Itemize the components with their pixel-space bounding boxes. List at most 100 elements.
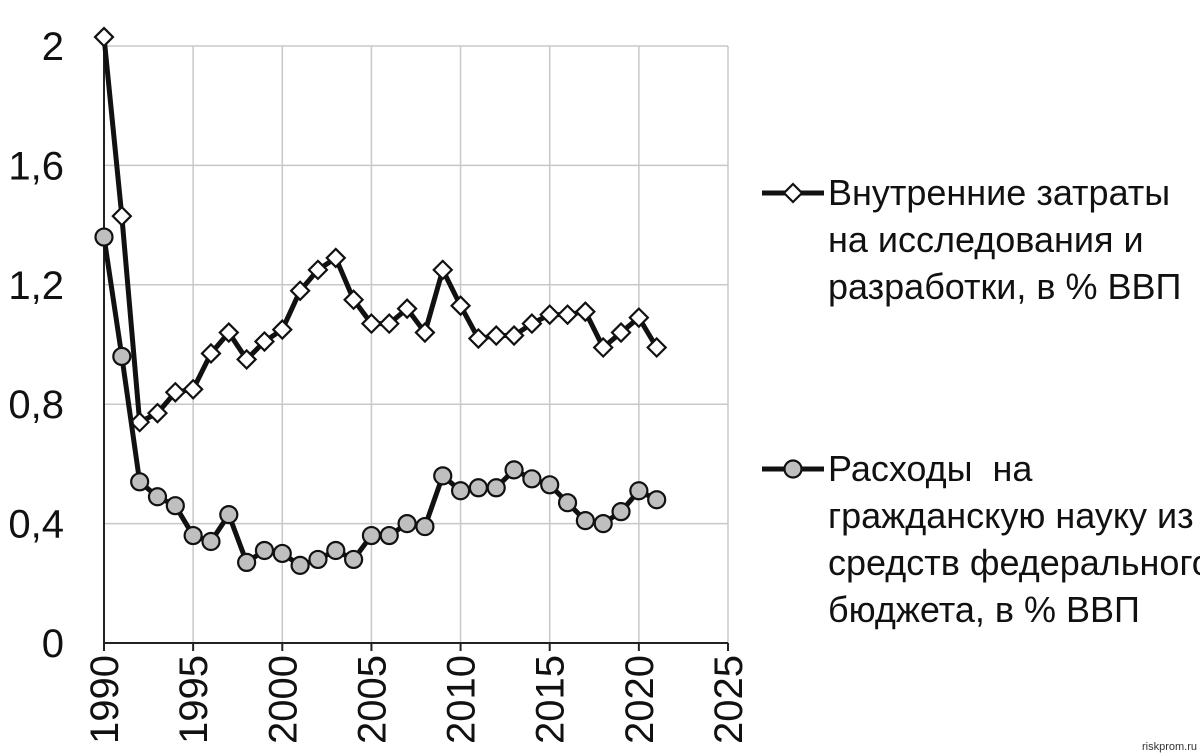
data-point [129, 411, 151, 433]
data-point [307, 259, 329, 281]
data-point [485, 324, 507, 347]
x-tick-label: 2000 [261, 655, 305, 744]
data-point [112, 346, 132, 367]
data-point [325, 247, 347, 269]
legend-label: бюджета, в % ВВП [828, 589, 1140, 630]
data-point [450, 481, 471, 501]
data-point [290, 555, 310, 575]
grid [104, 45, 729, 643]
data-point [236, 348, 258, 370]
axes [103, 46, 729, 651]
data-point [164, 381, 186, 403]
data-point [611, 502, 631, 522]
data-point [183, 525, 203, 546]
data-point [415, 516, 435, 537]
data-point [289, 280, 311, 302]
data-point [271, 319, 293, 341]
data-point [344, 549, 364, 570]
data-point [147, 487, 168, 507]
data-point [610, 322, 632, 344]
y-tick-label: 0,4 [8, 503, 64, 547]
y-tick-label: 1,6 [8, 144, 64, 188]
data-point [308, 549, 328, 570]
data-point [94, 227, 114, 247]
data-point [504, 460, 524, 480]
data-point [218, 322, 240, 344]
data-point [146, 402, 169, 424]
data-point [432, 259, 454, 281]
data-point [130, 472, 150, 492]
data-point [360, 313, 382, 335]
data-point [629, 481, 649, 501]
data-point [647, 490, 667, 510]
series-group [93, 26, 668, 575]
data-point [414, 322, 436, 344]
data-point [557, 493, 578, 513]
series-line [101, 36, 659, 425]
data-point [467, 327, 489, 350]
y-tick-label: 2 [42, 25, 64, 69]
data-point [628, 307, 650, 329]
legend-label: Расходы на [828, 448, 1033, 489]
data-point [503, 324, 525, 347]
data-point [272, 543, 292, 564]
x-tick-label: 2005 [350, 655, 394, 744]
watermark: riskprom.ru [1142, 741, 1197, 753]
data-point [592, 336, 614, 359]
data-point [111, 205, 133, 227]
x-tick-label: 2010 [440, 655, 484, 744]
data-point [93, 26, 115, 48]
data-point [253, 330, 276, 353]
data-point [326, 540, 346, 561]
data-point [539, 304, 561, 326]
data-point [556, 304, 579, 326]
data-point [379, 525, 399, 546]
legend-label: средств федерального [828, 542, 1200, 583]
data-point [522, 469, 542, 489]
legend-label: Внутренние затраты [828, 172, 1170, 213]
data-point [219, 505, 239, 525]
data-point [575, 511, 595, 531]
data-point [486, 478, 506, 498]
series-line [101, 236, 658, 568]
data-point [521, 313, 543, 335]
legend-label: гражданскую науку из [828, 495, 1194, 536]
y-tick-label: 0 [42, 622, 64, 666]
data-point [200, 342, 222, 365]
data-point [201, 531, 221, 552]
y-tick-label: 1,2 [8, 264, 64, 308]
data-point [468, 478, 488, 498]
data-point [397, 513, 417, 534]
legend-label: на исследования и [828, 219, 1144, 260]
legend-marker [783, 459, 803, 479]
tick-labels: 0 0,4 0,8 1,2 1,6 2 1990 1995 2000 2005 2010 2015 20… [8, 25, 751, 744]
data-point [574, 301, 596, 323]
y-tick-label: 0,8 [8, 383, 64, 427]
data-point [182, 378, 204, 400]
data-point [450, 295, 472, 317]
legend-item-2: Расходы на гражданскую науку из средств фе… [762, 448, 1200, 630]
legend: Внутренние затраты на исследования и разра… [762, 172, 1200, 630]
data-point [237, 552, 257, 573]
series-1 [93, 26, 668, 433]
data-point [540, 475, 560, 495]
legend-label: разработки, в % ВВП [828, 266, 1181, 307]
series-2 [94, 227, 667, 575]
data-point [343, 289, 365, 311]
x-tick-label: 1990 [83, 655, 127, 744]
data-point [254, 540, 275, 561]
data-point [165, 496, 185, 516]
x-tick-label: 2025 [707, 655, 751, 744]
data-point [593, 513, 613, 534]
x-tick-label: 2020 [618, 655, 662, 744]
x-tick-label: 1995 [172, 655, 216, 744]
legend-item-1: Внутренние затраты на исследования и разра… [762, 172, 1181, 307]
data-point [361, 525, 382, 546]
data-point [378, 313, 400, 335]
x-tick-label: 2015 [529, 655, 573, 744]
data-point [433, 466, 453, 486]
legend-marker [782, 182, 804, 204]
data-point [646, 336, 668, 359]
data-point [396, 298, 418, 320]
